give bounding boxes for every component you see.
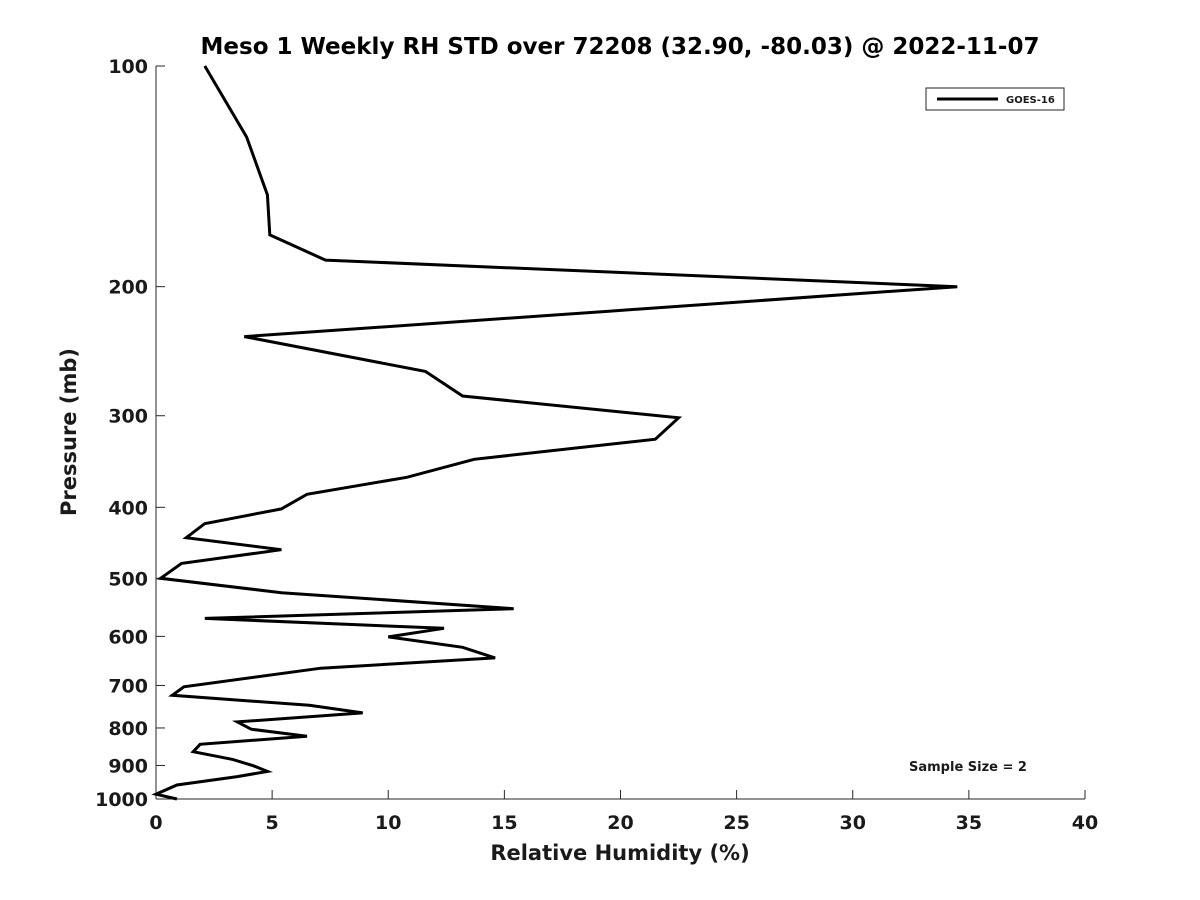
y-tick-label: 700	[108, 675, 148, 697]
chart-title: Meso 1 Weekly RH STD over 72208 (32.90, …	[201, 34, 1040, 60]
x-ticks: 0 5 10 15 20 25 30 35 40	[149, 790, 1098, 834]
x-tick-label: 25	[723, 812, 749, 834]
y-ticks: 100 200 300 400 500 600 700 800 900 1000	[95, 56, 165, 811]
x-tick-label: 0	[149, 812, 162, 834]
y-tick-label: 800	[108, 718, 148, 740]
y-tick-label: 400	[108, 497, 148, 519]
x-tick-label: 20	[607, 812, 633, 834]
y-tick-label: 500	[108, 568, 148, 590]
x-tick-label: 5	[266, 812, 279, 834]
y-tick-label: 1000	[95, 789, 148, 811]
y-tick-label: 300	[108, 406, 148, 428]
x-tick-label: 35	[956, 812, 982, 834]
y-tick-label: 100	[108, 56, 148, 78]
y-tick-label: 900	[108, 755, 148, 777]
y-axis-title: Pressure (mb)	[57, 348, 81, 516]
series-line-goes-16	[151, 65, 958, 801]
legend-label: GOES-16	[1006, 95, 1055, 106]
y-tick-label: 600	[108, 626, 148, 648]
sample-size-annotation: Sample Size = 2	[909, 760, 1027, 775]
x-tick-label: 10	[375, 812, 401, 834]
x-tick-label: 15	[491, 812, 517, 834]
x-tick-label: 30	[840, 812, 866, 834]
y-tick-label: 200	[108, 277, 148, 299]
x-axis-title: Relative Humidity (%)	[490, 841, 749, 865]
x-tick-label: 40	[1072, 812, 1098, 834]
legend: GOES-16	[925, 87, 1065, 111]
